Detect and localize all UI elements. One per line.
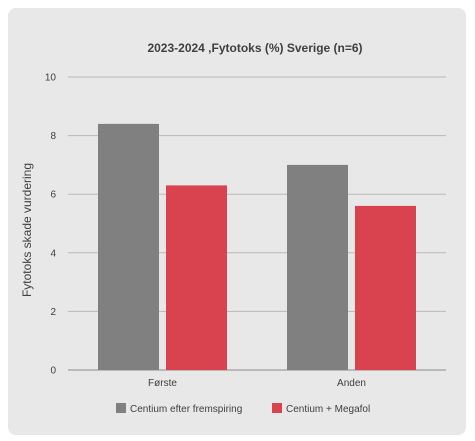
chart-title: 2023-2024 ,Fytotoks (%) Sverige (n=6) [147, 41, 362, 55]
y-tick-label: 2 [50, 307, 56, 318]
x-tick-label: Anden [337, 378, 366, 389]
y-axis-label: Fytotoks skade vurdering [20, 163, 34, 297]
bar-centium-megafol-1 [166, 185, 227, 370]
bar-centium-megafol-2 [355, 205, 416, 370]
chart-card: 2023-2024 ,Fytotoks (%) Sverige (n=6) 0 2… [8, 8, 466, 435]
bar-chart: 2023-2024 ,Fytotoks (%) Sverige (n=6) 0 2… [20, 41, 446, 415]
x-axis-ticks: Første Anden [148, 378, 366, 389]
x-tick-label: Første [148, 378, 177, 389]
legend-label: Centium + Megafol [286, 404, 370, 415]
y-tick-label: 0 [50, 366, 56, 377]
y-tick-label: 6 [50, 190, 56, 201]
legend-label: Centium efter fremspiring [130, 404, 242, 415]
bar-centium-efter-fremspiring-1 [98, 123, 159, 370]
bars [98, 123, 416, 370]
y-tick-label: 10 [45, 73, 57, 84]
y-tick-label: 4 [50, 248, 56, 259]
legend: Centium efter fremspiring Centium + Megaf… [116, 403, 370, 415]
y-axis-ticks: 0 2 4 6 8 10 [45, 73, 57, 377]
legend-swatch [272, 403, 282, 413]
legend-swatch [116, 403, 126, 413]
y-tick-label: 8 [50, 131, 56, 142]
bar-centium-efter-fremspiring-2 [287, 164, 348, 370]
